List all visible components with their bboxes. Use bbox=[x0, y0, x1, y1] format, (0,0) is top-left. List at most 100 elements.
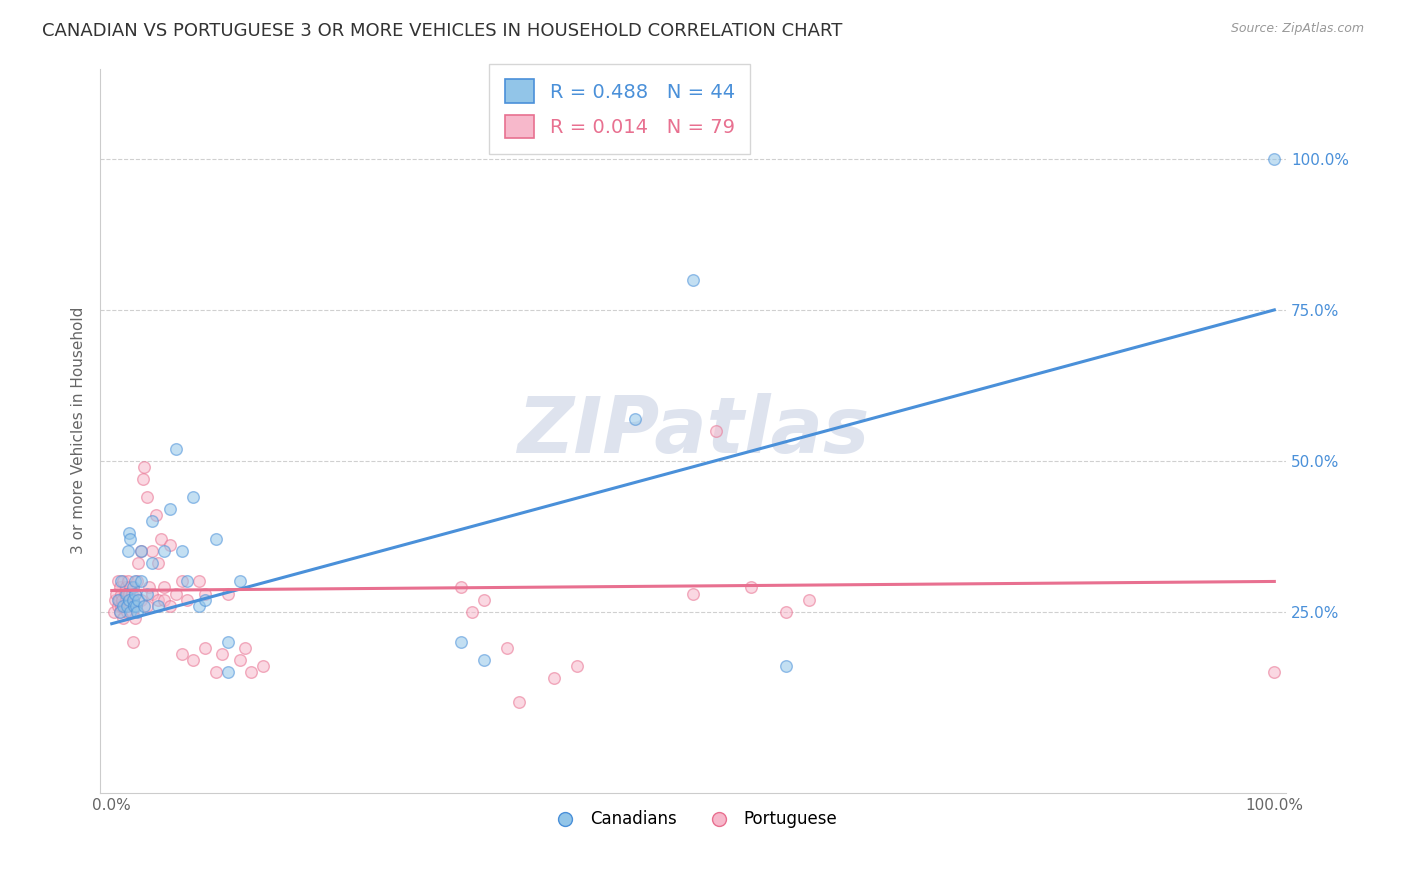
Point bbox=[141, 514, 163, 528]
Point bbox=[114, 599, 136, 613]
Point bbox=[110, 574, 132, 589]
Text: Source: ZipAtlas.com: Source: ZipAtlas.com bbox=[1230, 22, 1364, 36]
Point bbox=[128, 592, 150, 607]
Point bbox=[240, 665, 263, 679]
Point bbox=[159, 502, 181, 516]
Point bbox=[704, 424, 727, 438]
Point bbox=[124, 586, 146, 600]
Point bbox=[176, 592, 198, 607]
Point bbox=[129, 544, 152, 558]
Point bbox=[159, 599, 181, 613]
Point bbox=[194, 586, 217, 600]
Point bbox=[117, 544, 139, 558]
Point bbox=[110, 599, 132, 613]
Point bbox=[165, 442, 187, 456]
Point bbox=[122, 599, 145, 613]
Point bbox=[108, 605, 131, 619]
Point bbox=[121, 634, 143, 648]
Point bbox=[107, 592, 129, 607]
Point bbox=[181, 490, 204, 504]
Point bbox=[496, 640, 519, 655]
Point bbox=[1263, 152, 1285, 166]
Point bbox=[127, 574, 149, 589]
Point bbox=[112, 610, 135, 624]
Point bbox=[252, 659, 274, 673]
Point bbox=[181, 653, 204, 667]
Y-axis label: 3 or more Vehicles in Household: 3 or more Vehicles in Household bbox=[72, 307, 86, 554]
Point bbox=[118, 586, 141, 600]
Point bbox=[120, 532, 142, 546]
Point bbox=[111, 592, 134, 607]
Point bbox=[118, 592, 141, 607]
Point bbox=[135, 599, 157, 613]
Point bbox=[103, 605, 125, 619]
Point bbox=[624, 411, 647, 425]
Point bbox=[740, 581, 762, 595]
Point bbox=[117, 574, 139, 589]
Point bbox=[461, 605, 484, 619]
Point bbox=[472, 592, 495, 607]
Point bbox=[128, 557, 150, 571]
Point bbox=[112, 599, 135, 613]
Point bbox=[472, 653, 495, 667]
Point bbox=[194, 592, 217, 607]
Point bbox=[118, 592, 141, 607]
Point bbox=[217, 634, 239, 648]
Text: ZIPatlas: ZIPatlas bbox=[517, 392, 869, 468]
Point bbox=[112, 574, 135, 589]
Text: CANADIAN VS PORTUGUESE 3 OR MORE VEHICLES IN HOUSEHOLD CORRELATION CHART: CANADIAN VS PORTUGUESE 3 OR MORE VEHICLE… bbox=[42, 22, 842, 40]
Point bbox=[187, 599, 209, 613]
Point bbox=[121, 592, 143, 607]
Point bbox=[148, 592, 170, 607]
Point bbox=[205, 532, 228, 546]
Point bbox=[114, 592, 136, 607]
Point bbox=[124, 586, 146, 600]
Point bbox=[135, 586, 157, 600]
Point bbox=[799, 592, 821, 607]
Point bbox=[138, 581, 160, 595]
Point bbox=[165, 586, 187, 600]
Point bbox=[211, 647, 233, 661]
Point bbox=[129, 574, 152, 589]
Point bbox=[114, 586, 136, 600]
Point bbox=[176, 574, 198, 589]
Point bbox=[114, 586, 136, 600]
Point bbox=[153, 592, 176, 607]
Point bbox=[127, 605, 149, 619]
Point bbox=[120, 581, 142, 595]
Point bbox=[170, 574, 193, 589]
Point bbox=[121, 605, 143, 619]
Point bbox=[170, 647, 193, 661]
Point bbox=[217, 665, 239, 679]
Point bbox=[105, 586, 128, 600]
Point bbox=[543, 671, 565, 685]
Point bbox=[228, 653, 250, 667]
Point bbox=[134, 459, 156, 474]
Point bbox=[108, 581, 131, 595]
Point bbox=[108, 605, 131, 619]
Point bbox=[235, 640, 257, 655]
Point bbox=[775, 659, 797, 673]
Point bbox=[121, 581, 143, 595]
Point bbox=[159, 538, 181, 552]
Point bbox=[135, 490, 157, 504]
Point bbox=[124, 610, 146, 624]
Point bbox=[107, 592, 129, 607]
Point bbox=[148, 599, 170, 613]
Point bbox=[134, 599, 156, 613]
Point bbox=[775, 605, 797, 619]
Point bbox=[114, 581, 136, 595]
Point bbox=[153, 544, 176, 558]
Point bbox=[565, 659, 588, 673]
Point bbox=[110, 586, 132, 600]
Point bbox=[170, 544, 193, 558]
Point bbox=[450, 581, 472, 595]
Point bbox=[1263, 665, 1285, 679]
Point bbox=[124, 574, 146, 589]
Point bbox=[129, 592, 152, 607]
Point bbox=[141, 586, 163, 600]
Point bbox=[228, 574, 250, 589]
Point bbox=[508, 695, 530, 709]
Legend: Canadians, Portuguese: Canadians, Portuguese bbox=[541, 804, 844, 835]
Point bbox=[205, 665, 228, 679]
